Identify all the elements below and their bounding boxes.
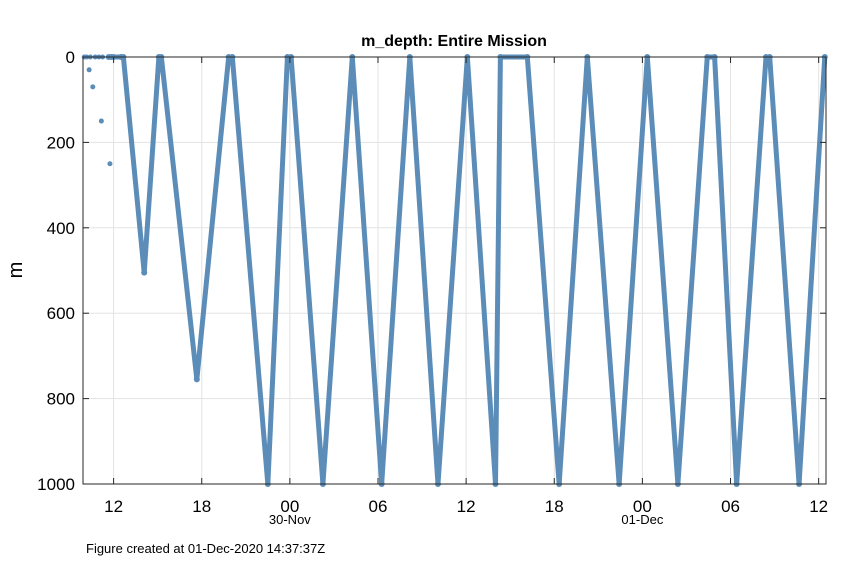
x-tick-label: 18 <box>545 497 564 516</box>
date-labels: 30-Nov 01-Dec <box>269 512 664 527</box>
chart-title: m_depth: Entire Mission <box>361 33 547 50</box>
x-tick-label: 18 <box>192 497 211 516</box>
data-point <box>98 118 104 124</box>
data-point <box>141 269 148 276</box>
data-point <box>86 67 92 73</box>
y-tick-label: 600 <box>47 304 75 323</box>
x-tick-label: 06 <box>369 497 388 516</box>
tick-marks <box>83 56 826 485</box>
data-point <box>90 84 96 90</box>
y-tick-label: 400 <box>47 219 75 238</box>
y-tick-label: 200 <box>47 133 75 152</box>
x-tick-label: 00 <box>633 497 652 516</box>
y-tick-label: 1000 <box>37 475 75 494</box>
x-tick-label: 12 <box>809 497 828 516</box>
x-tick-label: 00 <box>280 497 299 516</box>
data-point <box>107 161 113 167</box>
x-tick-label: 06 <box>721 497 740 516</box>
data-point <box>193 376 200 383</box>
x-tick-labels: 12 18 00 06 12 18 00 06 12 <box>104 497 828 516</box>
date-label: 01-Dec <box>621 512 663 527</box>
x-tick-label: 12 <box>457 497 476 516</box>
plot-frame <box>82 56 827 485</box>
y-tick-label: 0 <box>66 48 75 67</box>
x-tick-label: 12 <box>104 497 123 516</box>
y-tick-label: 800 <box>47 390 75 409</box>
y-tick-labels: 0 200 400 600 800 1000 <box>37 48 75 494</box>
figure-footer: Figure created at 01-Dec-2020 14:37:37Z <box>86 541 326 556</box>
y-axis-label: m <box>5 262 27 279</box>
date-label: 30-Nov <box>269 512 311 527</box>
